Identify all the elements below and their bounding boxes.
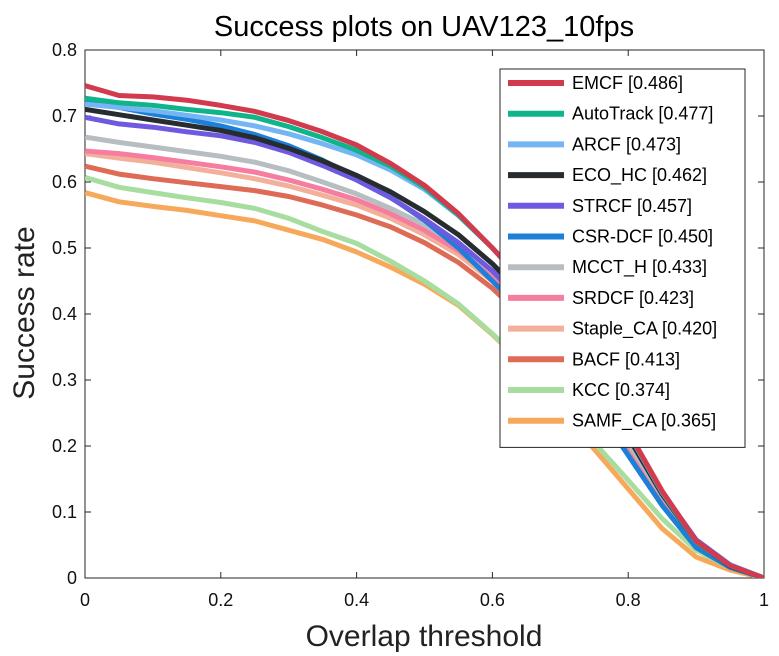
legend-label: SAMF_CA [0.365] <box>572 411 716 432</box>
legend-label: STRCF [0.457] <box>572 196 692 216</box>
series-lines <box>85 83 764 578</box>
x-tick-label: 0.2 <box>208 590 233 610</box>
x-tick-label: 0 <box>80 590 90 610</box>
legend-label: ECO_HC [0.462] <box>572 165 707 186</box>
x-axis-label: Overlap threshold <box>306 620 543 653</box>
y-tick-label: 0.4 <box>52 304 77 324</box>
y-tick-label: 0.8 <box>52 40 77 60</box>
x-tick-label: 1 <box>759 590 769 610</box>
legend-box <box>499 68 746 448</box>
x-tick-label: 0.4 <box>344 590 369 610</box>
y-tick-label: 0.1 <box>52 502 77 522</box>
y-tick-label: 0.2 <box>52 436 77 456</box>
legend-label: CSR-DCF [0.450] <box>572 227 713 247</box>
legend-label: KCC [0.374] <box>572 380 670 400</box>
y-axis-label: Success rate <box>8 226 41 399</box>
y-tick-label: 0 <box>67 568 77 588</box>
chart-title: Success plots on UAV123_10fps <box>214 11 634 43</box>
legend-label: BACF [0.413] <box>572 349 680 369</box>
series-line-11 <box>85 83 764 578</box>
legend: EMCF [0.486] AutoTrack [0.477] ARCF [0.473… <box>499 68 746 448</box>
y-tick-label: 0.6 <box>52 172 77 192</box>
legend-label: AutoTrack [0.477] <box>572 104 713 124</box>
x-tick-label: 0.8 <box>616 590 641 610</box>
legend-label: MCCT_H [0.433] <box>572 257 707 278</box>
y-tick-label: 0.3 <box>52 370 77 390</box>
legend-label: Staple_CA [0.420] <box>572 319 717 340</box>
series-line-0 <box>85 190 764 578</box>
x-tick-label: 0.6 <box>480 590 505 610</box>
y-tick-label: 0.7 <box>52 106 77 126</box>
legend-label: SRDCF [0.423] <box>572 288 694 308</box>
legend-label: ARCF [0.473] <box>572 134 681 154</box>
y-tick-label: 0.5 <box>52 238 77 258</box>
legend-label: EMCF [0.486] <box>572 73 683 93</box>
series-line-1 <box>85 174 764 578</box>
